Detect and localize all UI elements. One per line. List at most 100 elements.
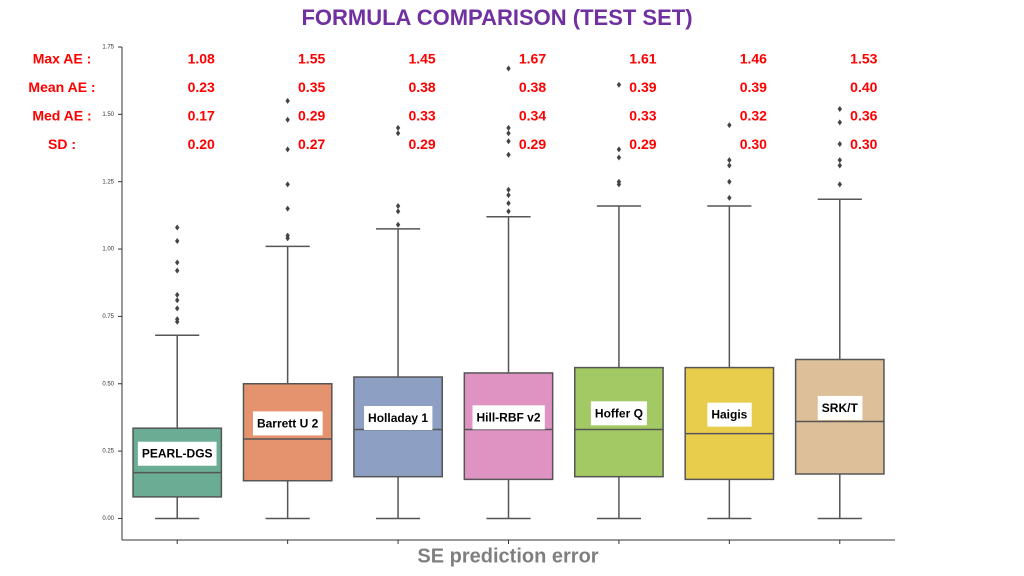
stat-label: SD : — [48, 136, 76, 152]
outlier — [506, 186, 511, 193]
stat-label: Mean AE : — [28, 79, 95, 95]
outlier — [175, 237, 180, 244]
outlier — [506, 200, 511, 207]
box-label-bg — [137, 441, 217, 466]
outlier — [616, 154, 622, 161]
box-label: SRK/T — [822, 401, 859, 415]
stat-value: 0.23 — [188, 79, 215, 95]
stat-value: 0.27 — [298, 136, 325, 152]
stat-value: 0.33 — [408, 108, 435, 124]
chart-title: FORMULA COMPARISON (TEST SET) — [301, 5, 692, 30]
outlier — [285, 146, 290, 153]
box-label: Barrett U 2 — [257, 416, 319, 430]
box-label: Hoffer Q — [595, 406, 643, 420]
stat-value: 1.53 — [850, 51, 877, 67]
outlier — [506, 138, 511, 145]
stat-value: 1.67 — [519, 51, 546, 67]
outlier — [506, 192, 511, 199]
stat-value: 0.34 — [519, 108, 546, 124]
stat-value: 1.46 — [740, 51, 767, 67]
stat-value: 0.38 — [519, 79, 546, 95]
outlier — [837, 140, 842, 147]
outlier — [727, 122, 732, 129]
y-tick-label: 1.00 — [102, 247, 114, 253]
outlier — [285, 205, 290, 212]
y-tick-label: 0.25 — [102, 449, 114, 455]
outlier — [395, 124, 401, 131]
box-label: Holladay 1 — [368, 411, 428, 425]
y-tick-label: 1.25 — [102, 179, 114, 185]
outlier — [616, 81, 622, 88]
stat-value: 0.29 — [408, 136, 435, 152]
outlier — [285, 116, 290, 123]
stat-value: 1.61 — [629, 51, 656, 67]
stat-value: 1.55 — [298, 51, 325, 67]
stat-value: 0.17 — [188, 108, 215, 124]
outlier — [506, 65, 511, 72]
outlier — [175, 224, 180, 231]
stat-value: 0.38 — [408, 79, 435, 95]
stat-value: 0.35 — [298, 79, 325, 95]
outlier — [285, 235, 290, 242]
box-label: Haigis — [711, 408, 747, 422]
stat-value: 1.45 — [408, 51, 435, 67]
box-label-bg — [707, 402, 752, 427]
box-label-bg — [364, 406, 433, 431]
stat-value: 0.39 — [629, 79, 656, 95]
outlier — [395, 221, 401, 228]
stat-value: 0.29 — [519, 136, 546, 152]
outlier — [837, 162, 842, 169]
y-tick-label: 0.50 — [102, 381, 114, 387]
stat-value: 0.30 — [850, 136, 877, 152]
x-axis-label: SE prediction error — [417, 545, 598, 567]
outlier — [175, 318, 180, 325]
y-tick-label: 1.50 — [102, 112, 114, 118]
box-label-bg — [472, 405, 545, 430]
outlier — [175, 297, 180, 304]
outlier — [395, 208, 401, 215]
box-label: Hill-RBF v2 — [476, 410, 540, 424]
outlier — [175, 305, 180, 312]
stat-value: 0.30 — [740, 136, 767, 152]
box-label-bg — [252, 411, 323, 436]
box-label-bg — [817, 395, 863, 420]
stat-value: 0.29 — [629, 136, 656, 152]
stat-value: 0.33 — [629, 108, 656, 124]
outlier — [837, 181, 842, 188]
outlier — [616, 146, 622, 153]
outlier — [616, 178, 622, 185]
outlier — [395, 130, 401, 137]
outlier — [285, 181, 290, 188]
stat-value: 0.20 — [188, 136, 215, 152]
outlier — [727, 178, 732, 185]
stat-value: 0.29 — [298, 108, 325, 124]
stat-value: 1.08 — [188, 51, 215, 67]
outlier — [175, 259, 180, 266]
outlier — [175, 291, 180, 298]
outlier — [395, 202, 401, 209]
outlier — [175, 267, 180, 274]
outlier — [837, 105, 842, 112]
outlier — [285, 97, 290, 104]
outlier — [727, 157, 732, 164]
box-label: PEARL-DGS — [142, 447, 213, 461]
y-tick-label: 1.75 — [102, 45, 114, 51]
y-tick-label: 0.75 — [102, 314, 114, 320]
outlier — [837, 119, 842, 126]
outlier — [727, 162, 732, 169]
outlier — [506, 151, 511, 158]
outlier — [506, 124, 511, 131]
stat-value: 0.36 — [850, 108, 877, 124]
stat-value: 0.32 — [740, 108, 767, 124]
stat-label: Med AE : — [32, 108, 91, 124]
outlier — [506, 208, 511, 215]
stat-label: Max AE : — [33, 51, 92, 67]
stat-value: 0.40 — [850, 79, 877, 95]
stat-value: 0.39 — [740, 79, 767, 95]
box-label-bg — [590, 401, 647, 426]
outlier — [506, 130, 511, 137]
outlier — [837, 157, 842, 164]
y-tick-label: 0.00 — [102, 516, 114, 522]
